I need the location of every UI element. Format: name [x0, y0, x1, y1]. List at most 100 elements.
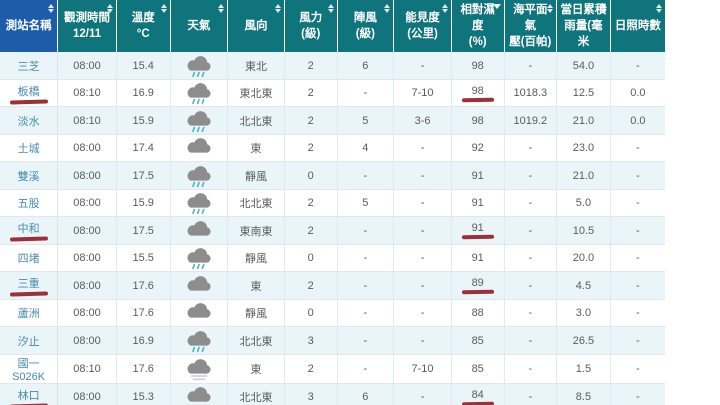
station-link[interactable]: 淡水 — [17, 115, 40, 128]
cell-time: 08:00 — [57, 383, 117, 405]
cell-time-value: 08:10 — [73, 114, 101, 127]
cell-pressure: - — [504, 354, 558, 384]
rain-cloud-icon — [184, 190, 214, 216]
column-header-temperature[interactable]: 溫度 °C — [116, 0, 171, 53]
sort-icon[interactable] — [218, 4, 225, 13]
cell-rainfall-value: 3.0 — [575, 307, 592, 320]
cell-weather — [170, 161, 229, 190]
cell-wind-force-value: 0 — [307, 307, 314, 320]
sort-icon[interactable] — [492, 4, 501, 9]
column-header-weather[interactable]: 天氣 — [170, 0, 229, 53]
sort-icon[interactable] — [547, 4, 554, 13]
cell-wind-force-value: 2 — [307, 224, 314, 237]
column-sublabel: 壓(百帕) — [509, 36, 552, 49]
rain-cloud-icon — [184, 53, 214, 79]
cell-time-value: 08:00 — [73, 142, 101, 155]
cell-pressure: - — [504, 52, 558, 80]
station-link[interactable]: 三重 — [17, 278, 40, 291]
station-link[interactable]: 國一S026K — [12, 357, 46, 383]
cell-wind-force: 3 — [284, 326, 338, 355]
cell-visibility-value: - — [420, 279, 425, 292]
table-row: 五股 08:00 15.9 北北東 2 5 - 91 - 5.0 - — [0, 189, 665, 218]
cell-gust: 4 — [337, 134, 395, 163]
column-header-rainfall[interactable]: 當日累積 雨量(毫米 — [556, 0, 611, 53]
station-link[interactable]: 三芝 — [17, 60, 40, 73]
column-header-station[interactable]: 測站名稱 — [0, 0, 59, 53]
column-sublabel: (%) — [468, 36, 487, 49]
cell-wind-direction: 北北東 — [227, 106, 285, 135]
sort-icon[interactable] — [441, 4, 448, 13]
red-underline-annotation — [9, 99, 48, 105]
cell-sunshine-value: 0.0 — [630, 87, 646, 100]
sort-icon[interactable] — [274, 4, 281, 13]
cell-visibility: - — [393, 299, 452, 328]
column-header-wind-force[interactable]: 風力 (級) — [284, 0, 338, 53]
cell-gust: 6 — [337, 52, 395, 80]
cell-visibility: - — [393, 161, 452, 190]
station-link[interactable]: 中和 — [17, 223, 40, 236]
cell-temperature: 17.5 — [116, 161, 171, 190]
cell-visibility: - — [393, 52, 452, 80]
column-header-pressure[interactable]: 海平面氣 壓(百帕) — [504, 0, 558, 53]
cell-humidity-value: 91 — [471, 222, 484, 235]
cell-gust: 5 — [337, 106, 395, 135]
cell-wind-force-value: 2 — [307, 197, 314, 210]
station-link[interactable]: 汐止 — [17, 335, 40, 348]
sort-icon[interactable] — [48, 4, 55, 13]
station-link[interactable]: 林口 — [17, 389, 40, 402]
cell-station-name: 中和 — [0, 216, 59, 245]
cell-station-name: 淡水 — [0, 106, 59, 135]
cell-wind-force-value: 0 — [307, 252, 314, 265]
cell-time: 08:00 — [57, 134, 117, 163]
cell-sunshine-value: - — [636, 59, 640, 72]
cell-temperature: 15.3 — [116, 383, 171, 405]
cell-wind-direction-value: 東 — [250, 280, 262, 293]
column-header-gust[interactable]: 陣風 (級) — [337, 0, 395, 53]
station-link[interactable]: 四堵 — [17, 253, 40, 266]
sort-icon[interactable] — [106, 4, 113, 13]
cell-temperature-value: 17.6 — [132, 362, 154, 375]
cell-pressure-value: - — [528, 142, 533, 155]
cell-pressure-value: - — [528, 362, 533, 375]
station-link[interactable]: 五股 — [17, 198, 40, 211]
sort-icon[interactable] — [160, 4, 167, 13]
cell-gust: - — [337, 79, 395, 108]
cell-visibility-value: 7-10 — [411, 87, 434, 100]
cell-pressure-value: - — [528, 279, 533, 292]
column-header-time[interactable]: 觀測時間 12/11 — [57, 0, 117, 53]
cell-wind-direction-value: 北北東 — [239, 335, 273, 348]
column-header-sunshine[interactable]: 日照時數 — [610, 0, 665, 53]
cell-visibility-value: - — [420, 252, 425, 265]
cell-visibility: - — [393, 244, 452, 273]
cell-sunshine-value: - — [636, 142, 640, 155]
cell-rainfall: 21.0 — [556, 161, 611, 190]
cell-temperature-value: 17.5 — [132, 169, 154, 182]
cell-pressure-value: - — [528, 59, 533, 72]
cell-temperature: 15.9 — [116, 106, 171, 135]
cell-visibility-value: 3-6 — [414, 114, 431, 127]
cell-pressure-value: 1019.2 — [513, 114, 548, 127]
column-header-humidity[interactable]: 相對濕度 (%) — [451, 0, 505, 53]
column-header-visibility[interactable]: 能見度 (公里) — [393, 0, 452, 53]
sort-icon[interactable] — [327, 4, 334, 13]
sort-icon[interactable] — [656, 4, 662, 13]
cell-humidity-value: 91 — [471, 169, 484, 182]
sort-icon[interactable] — [600, 4, 607, 13]
header-row: 測站名稱 觀測時間 12/11 溫度 °C 天氣 — [0, 0, 665, 53]
cell-gust-value: - — [363, 279, 368, 292]
red-underline-annotation — [9, 291, 48, 297]
rain-cloud-icon — [184, 163, 214, 189]
station-link[interactable]: 雙溪 — [17, 170, 40, 183]
sort-icon[interactable] — [384, 4, 391, 13]
cell-time-value: 08:00 — [73, 59, 101, 72]
cloud-icon — [184, 273, 214, 299]
column-header-wind-direction[interactable]: 風向 — [227, 0, 285, 53]
station-link[interactable]: 板橋 — [17, 85, 40, 98]
station-link[interactable]: 蘆洲 — [17, 308, 40, 321]
cell-weather — [170, 106, 229, 135]
station-link[interactable]: 土城 — [17, 143, 40, 156]
cell-time-value: 08:10 — [73, 362, 101, 375]
cell-temperature: 17.4 — [116, 134, 171, 163]
cell-temperature: 17.6 — [116, 354, 171, 384]
cell-pressure: - — [504, 326, 558, 355]
